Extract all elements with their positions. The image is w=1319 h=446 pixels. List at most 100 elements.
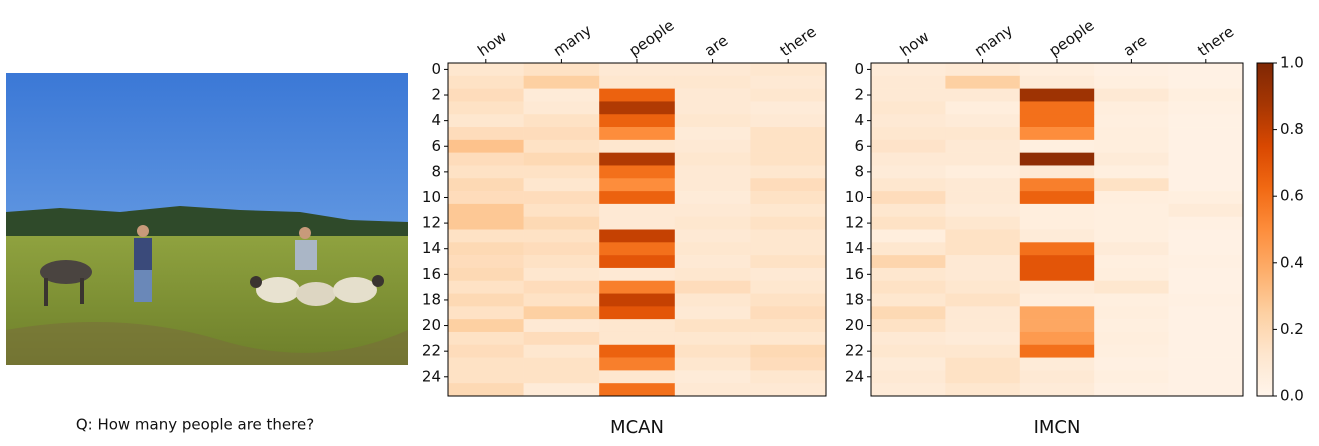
- heat-cell: [674, 280, 751, 294]
- heat-cell: [945, 383, 1021, 397]
- heat-cell: [871, 331, 946, 346]
- heat-cell: [945, 255, 1021, 269]
- heat-cell: [871, 344, 946, 358]
- heat-cell: [1168, 319, 1244, 333]
- heat-cell: [523, 383, 600, 397]
- heat-cell: [871, 152, 946, 166]
- heat-cell: [523, 139, 600, 153]
- heat-cell: [599, 383, 676, 397]
- heat-cell: [1094, 267, 1169, 282]
- heat-cell: [750, 383, 827, 397]
- heat-cell: [674, 293, 751, 307]
- heat-cell: [871, 293, 946, 307]
- heat-cell: [674, 127, 751, 141]
- heat-cell: [448, 101, 524, 115]
- heat-cell: [523, 63, 600, 77]
- heat-cell: [1168, 280, 1244, 294]
- heat-cell: [1094, 139, 1169, 153]
- colorbar-tick-label: 0.4: [1280, 253, 1304, 271]
- heat-cell: [1168, 178, 1244, 192]
- heat-cell: [1094, 191, 1169, 205]
- colorbar-tick-label: 0.8: [1280, 120, 1304, 138]
- heat-cell: [1168, 127, 1244, 141]
- heat-cell: [1168, 88, 1244, 102]
- heat-cell: [750, 357, 827, 371]
- heat-cell: [871, 88, 946, 102]
- heat-cell: [448, 293, 524, 307]
- heat-cell: [871, 357, 946, 371]
- y-tick-label: 12: [845, 214, 864, 232]
- heat-cell: [871, 101, 946, 115]
- heat-cell: [871, 203, 946, 217]
- heat-cell: [523, 229, 600, 243]
- heat-cell: [448, 306, 524, 320]
- heat-cell: [448, 344, 524, 358]
- heat-cell: [1168, 165, 1244, 179]
- heat-cell: [1168, 242, 1244, 256]
- heat-cell: [448, 357, 524, 371]
- heat-cell: [1019, 242, 1095, 256]
- heat-cell: [1094, 357, 1169, 371]
- heat-cell: [1019, 101, 1095, 115]
- heat-cell: [448, 165, 524, 179]
- heat-cell: [750, 370, 827, 384]
- heat-cell: [750, 127, 827, 141]
- heat-cell: [1094, 88, 1169, 102]
- colorbar-tick-label: 1.0: [1280, 54, 1304, 72]
- heat-cell: [599, 267, 676, 282]
- heat-cell: [599, 127, 676, 141]
- heat-cell: [523, 357, 600, 371]
- heat-cell: [945, 293, 1021, 307]
- colorbar-tick-label: 0.2: [1280, 320, 1304, 338]
- x-tick-label: people: [626, 16, 678, 60]
- heat-cell: [945, 280, 1021, 294]
- heat-cell: [1168, 203, 1244, 217]
- photo: [6, 73, 408, 365]
- heat-cell: [674, 191, 751, 205]
- x-tick-label: how: [474, 27, 510, 59]
- heat-cell: [750, 242, 827, 256]
- heat-cell: [1019, 178, 1095, 192]
- heat-cell: [1094, 306, 1169, 320]
- heat-cell: [448, 139, 524, 153]
- heat-cell: [674, 370, 751, 384]
- heat-cell: [1094, 178, 1169, 192]
- heat-cell: [945, 165, 1021, 179]
- heat-cell: [523, 101, 600, 115]
- heat-cell: [599, 344, 676, 358]
- heat-cell: [945, 88, 1021, 102]
- heat-cell: [448, 229, 524, 243]
- heat-cell: [945, 344, 1021, 358]
- y-tick-label: 24: [845, 367, 864, 385]
- heat-cell: [1168, 152, 1244, 166]
- heat-cell: [1168, 383, 1244, 397]
- heat-cell: [599, 319, 676, 333]
- heat-cell: [1019, 267, 1095, 282]
- heat-cell: [1168, 370, 1244, 384]
- heat-cell: [1019, 383, 1095, 397]
- heat-cell: [1094, 293, 1169, 307]
- heat-cell: [523, 370, 600, 384]
- heat-cell: [599, 63, 676, 77]
- heat-cell: [523, 165, 600, 179]
- y-tick-label: 20: [845, 316, 864, 334]
- y-tick-label: 2: [854, 86, 864, 104]
- heat-cell: [448, 75, 524, 89]
- heat-cell: [1094, 331, 1169, 346]
- y-tick-label: 6: [854, 137, 864, 155]
- heat-cell: [871, 383, 946, 397]
- heat-cell: [871, 229, 946, 243]
- heat-cell: [523, 152, 600, 166]
- heat-cell: [674, 242, 751, 256]
- heat-cell: [599, 203, 676, 217]
- heat-cell: [750, 152, 827, 166]
- heat-cell: [1019, 191, 1095, 205]
- heat-cell: [750, 191, 827, 205]
- heat-cell: [1094, 280, 1169, 294]
- y-tick-label: 8: [854, 162, 864, 180]
- heat-cell: [1019, 357, 1095, 371]
- heat-cell: [448, 114, 524, 128]
- heat-cell: [1094, 370, 1169, 384]
- chart-title: MCAN: [610, 417, 664, 438]
